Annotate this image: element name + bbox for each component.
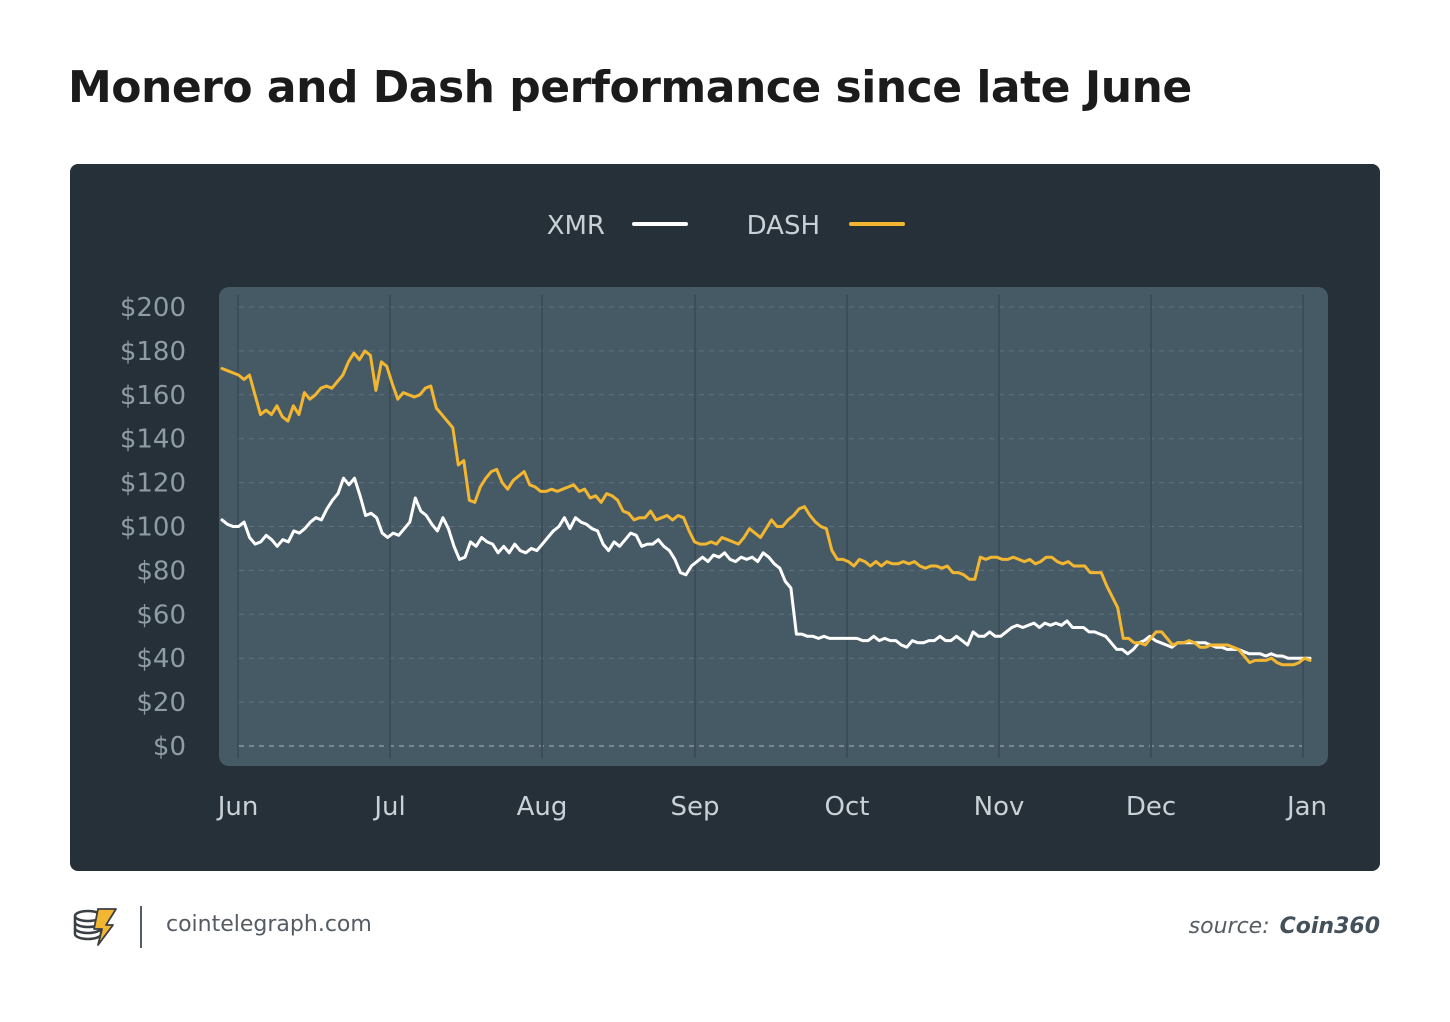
x-tick-label: Nov bbox=[974, 792, 1025, 822]
y-tick-label: $140 bbox=[120, 425, 186, 455]
footer-site-link[interactable]: cointelegraph.com bbox=[166, 912, 372, 937]
x-tick-label: Oct bbox=[825, 792, 870, 822]
y-tick-label: $100 bbox=[120, 513, 186, 543]
x-tick-label: Sep bbox=[670, 792, 719, 822]
source-label: source: bbox=[1188, 914, 1270, 939]
source-name: Coin360 bbox=[1279, 914, 1380, 939]
cointelegraph-logo-icon bbox=[72, 905, 120, 954]
series-line-dash bbox=[220, 349, 1312, 667]
y-tick-label: $160 bbox=[120, 381, 186, 411]
y-tick-label: $60 bbox=[136, 600, 186, 630]
series-line-xmr bbox=[220, 476, 1312, 660]
source-credit: source: Coin360 bbox=[1189, 914, 1380, 939]
x-tick-label: Dec bbox=[1126, 792, 1176, 822]
x-tick-label: Aug bbox=[517, 792, 568, 822]
legend-label-xmr: XMR bbox=[547, 211, 605, 241]
y-tick-label: $120 bbox=[120, 469, 186, 499]
y-tick-label: $20 bbox=[136, 688, 186, 718]
y-tick-label: $0 bbox=[153, 732, 186, 762]
y-tick-label: $40 bbox=[136, 644, 186, 674]
line-chart: $0 $20 $40 $60 $80 $100 $120 $140 $160 $180 $200 Ju… bbox=[120, 211, 1328, 822]
chart-panel: $0 $20 $40 $60 $80 $100 $120 $140 $160 $180 $200 Ju… bbox=[70, 164, 1380, 871]
legend-label-dash: DASH bbox=[747, 211, 820, 241]
x-tick-label: Jul bbox=[372, 792, 405, 822]
y-tick-label: $200 bbox=[120, 293, 186, 323]
y-tick-label: $80 bbox=[136, 556, 186, 586]
x-tick-label: Jan bbox=[1285, 792, 1327, 822]
x-tick-label: Jun bbox=[216, 792, 259, 822]
chart-title: Monero and Dash performance since late J… bbox=[68, 62, 1192, 113]
y-tick-label: $180 bbox=[120, 337, 186, 367]
footer-divider bbox=[140, 906, 142, 948]
